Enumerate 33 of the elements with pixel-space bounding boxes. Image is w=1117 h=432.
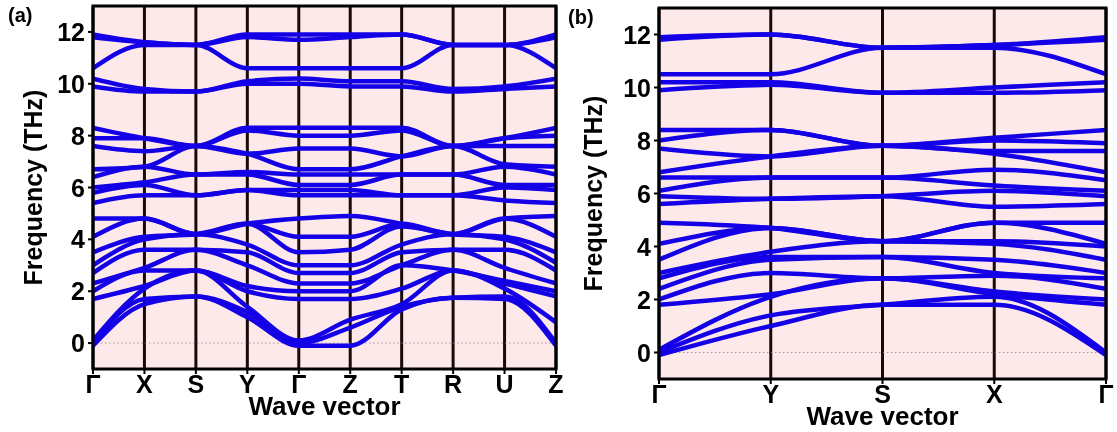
x-tick-label: Γ	[85, 370, 101, 398]
y-tick-label: 8	[637, 126, 652, 155]
x-tick-label: U	[495, 370, 514, 398]
x-tick-label: T	[394, 370, 410, 398]
y-tick-label: 0	[637, 338, 651, 367]
x-tick-label: X	[136, 370, 154, 398]
chart-title: (b)	[568, 6, 594, 28]
y-tick-label: 4	[71, 225, 86, 254]
y-tick-label: 6	[71, 173, 85, 202]
y-axis-title: Frequency (THz)	[579, 95, 607, 292]
x-tick-label: Γ	[651, 380, 667, 408]
y-tick-label: 8	[71, 121, 86, 150]
y-tick-label: 2	[71, 277, 85, 306]
y-tick-label: 4	[637, 232, 652, 261]
x-tick-label: Z	[342, 370, 358, 398]
x-tick-label: Z	[548, 370, 564, 398]
y-tick-label: 12	[57, 17, 85, 46]
chart-title: (a)	[8, 4, 33, 26]
y-tick-label: 12	[623, 20, 651, 49]
x-tick-label: Y	[762, 380, 780, 408]
y-tick-label: 10	[57, 69, 85, 98]
y-axis-title: Frequency (THz)	[19, 89, 47, 286]
x-tick-label: Γ	[291, 370, 307, 398]
x-tick-label: S	[187, 370, 205, 398]
y-tick-label: 6	[637, 179, 651, 208]
x-tick-label: S	[874, 380, 891, 408]
y-tick-label: 10	[623, 73, 651, 102]
x-tick-label: Γ	[1098, 380, 1114, 408]
x-tick-label: Y	[238, 370, 256, 398]
x-tick-label: X	[985, 380, 1003, 408]
y-tick-label: 2	[637, 285, 651, 314]
y-tick-label: 0	[71, 329, 85, 358]
x-tick-label: R	[444, 370, 463, 398]
